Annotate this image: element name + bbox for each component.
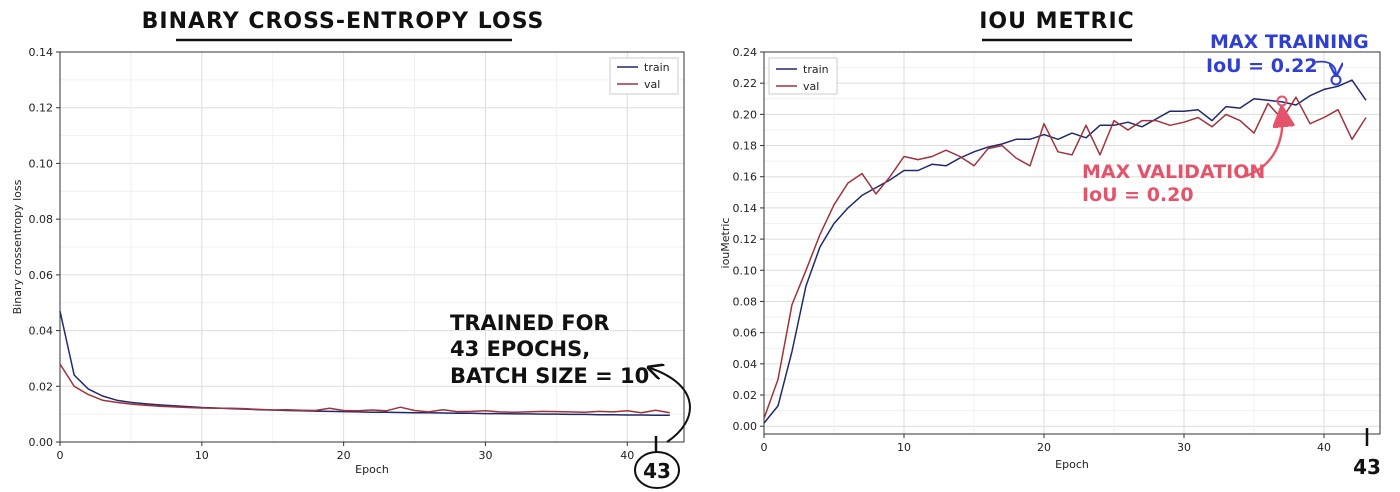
iou-ytick-label: 0.10 xyxy=(733,264,758,277)
iou-ytick-label: 0.24 xyxy=(733,46,758,59)
legend-val-label: val xyxy=(644,78,660,91)
chart2-title: IOU METRIC xyxy=(979,9,1135,34)
iou-chart-legend: train val xyxy=(768,57,838,95)
iou-chart: 0.00 0.02 0.04 0.06 0.08 0.10 0.12 0.14 0.16 0.18… xyxy=(719,31,1381,479)
loss-ytick-label: 0.10 xyxy=(29,157,54,170)
loss-ytick-label: 0.12 xyxy=(29,102,54,115)
chart1-title: BINARY CROSS-ENTROPY LOSS xyxy=(142,9,545,34)
annotation-trained-line1: TRAINED FOR xyxy=(450,311,610,335)
annotation-epoch-43: 43 xyxy=(643,459,671,483)
iou-ytick-label: 0.06 xyxy=(733,327,758,340)
loss-chart-x-ticks: 0 10 20 30 40 xyxy=(57,442,634,462)
iou-series-train-line xyxy=(763,79,1367,424)
loss-chart-frame xyxy=(59,51,685,443)
iou-chart-ylabel: iouMetric xyxy=(719,218,732,269)
loss-ytick-label: 0.02 xyxy=(29,380,54,393)
annotation-trained-line3: BATCH SIZE = 10 xyxy=(450,364,649,388)
loss-series-val-line xyxy=(59,363,670,414)
loss-ytick-label: 0.04 xyxy=(29,325,54,338)
iou-ytick-label: 0.08 xyxy=(733,295,758,308)
annotation-max-validation-arrow xyxy=(1245,110,1283,178)
annotation-max-training-line2: IoU = 0.22 xyxy=(1206,55,1318,77)
annotation-trained-line2: 43 EPOCHS, xyxy=(450,337,590,361)
loss-chart-ylabel: Binary crossentropy loss xyxy=(11,179,24,314)
iou-chart-frame xyxy=(763,51,1381,435)
loss-ytick-label: 0.08 xyxy=(29,213,54,226)
iou-series-val-line xyxy=(763,96,1367,419)
iou-chart-xlabel: Epoch xyxy=(1055,458,1089,471)
iou-xtick-label: 30 xyxy=(1177,441,1191,454)
loss-xtick-label: 20 xyxy=(337,449,351,462)
loss-chart-series xyxy=(59,310,670,417)
annotation-arrow-curve xyxy=(650,368,691,443)
iou-ytick-label: 0.14 xyxy=(733,202,758,215)
iou-chart-x-ticks: 0 10 20 30 40 xyxy=(761,434,1331,454)
annotation-max-training-arrow xyxy=(1315,60,1336,74)
iou-ytick-label: 0.16 xyxy=(733,171,758,184)
annotation-max-validation-line1: MAX VALIDATION xyxy=(1082,161,1265,183)
iou-xtick-label: 10 xyxy=(897,441,911,454)
loss-xtick-label: 40 xyxy=(620,449,634,462)
iou-chart-series xyxy=(763,79,1367,424)
legend-val-label: val xyxy=(803,80,819,93)
annotation-circle-43 xyxy=(634,451,680,489)
iou-ytick-label: 0.18 xyxy=(733,140,758,153)
iou-xtick-label: 40 xyxy=(1317,441,1331,454)
iou-chart-grid xyxy=(763,51,1380,434)
iou-ytick-label: 0.04 xyxy=(733,358,758,371)
iou-xtick-label: 20 xyxy=(1037,441,1051,454)
iou-xtick-label: 0 xyxy=(761,441,768,454)
annotation-max-validation-marker xyxy=(1276,95,1288,107)
annotation-max-training-line1: MAX TRAINING xyxy=(1210,31,1369,53)
loss-chart-legend: train val xyxy=(609,57,679,95)
loss-ytick-label: 0.14 xyxy=(29,46,54,59)
loss-chart-y-ticks: 0.00 0.02 0.04 0.06 0.08 0.10 0.12 0.14 xyxy=(29,46,60,449)
loss-xtick-label: 0 xyxy=(57,449,64,462)
iou-chart-y-ticks: 0.00 0.02 0.04 0.06 0.08 0.10 0.12 0.14 0.16 0.18… xyxy=(733,46,764,433)
loss-chart: 0.00 0.02 0.04 0.06 0.08 0.10 0.12 0.14 0 10 20 30… xyxy=(11,46,691,489)
loss-xtick-label: 30 xyxy=(478,449,492,462)
annotation-max-training-marker xyxy=(1330,74,1342,86)
iou-ytick-label: 0.02 xyxy=(733,389,758,402)
iou-ytick-label: 0.00 xyxy=(733,420,758,433)
loss-ytick-label: 0.00 xyxy=(29,436,54,449)
loss-ytick-label: 0.06 xyxy=(29,269,54,282)
legend-train-label: train xyxy=(803,63,829,76)
iou-ytick-label: 0.22 xyxy=(733,77,758,90)
annotation-max-validation-line2: IoU = 0.20 xyxy=(1082,184,1194,206)
legend-train-label: train xyxy=(644,61,670,74)
annotation-epoch-43: 43 xyxy=(1353,455,1381,479)
iou-ytick-label: 0.20 xyxy=(733,108,758,121)
loss-series-train-line xyxy=(59,310,670,417)
iou-ytick-label: 0.12 xyxy=(733,233,758,246)
loss-xtick-label: 10 xyxy=(195,449,209,462)
loss-chart-xlabel: Epoch xyxy=(355,463,389,476)
